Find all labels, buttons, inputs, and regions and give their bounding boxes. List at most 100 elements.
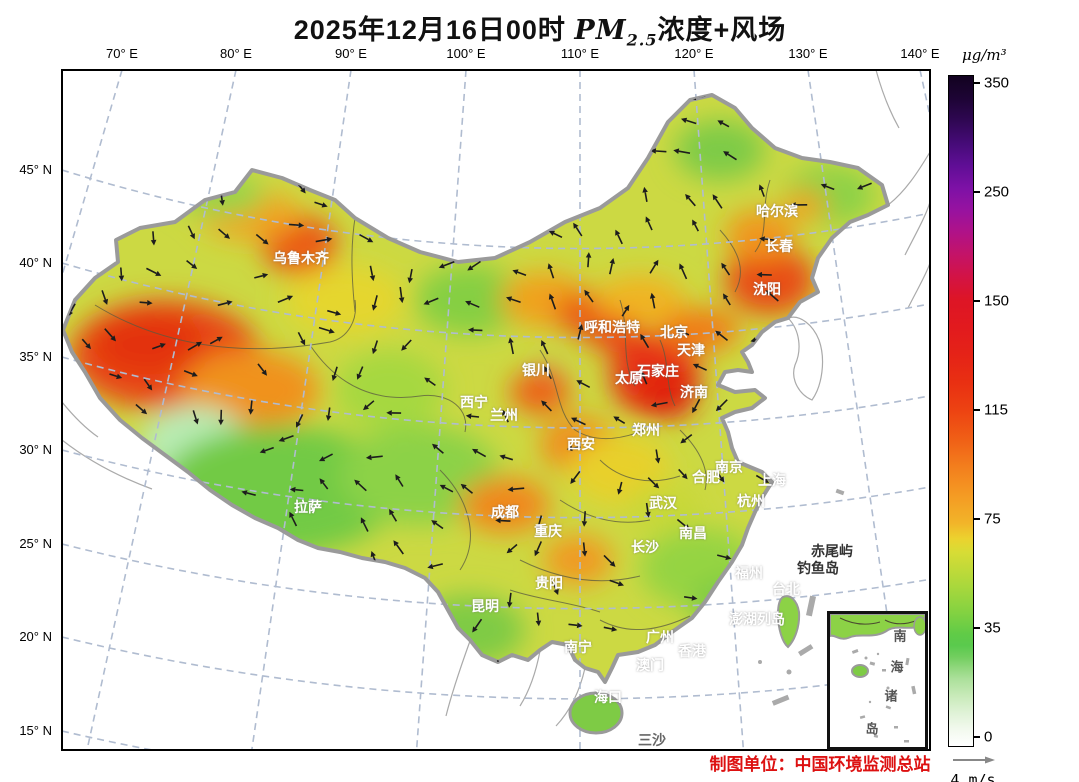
wind-arrow-icon <box>541 400 552 412</box>
colorbar-tick-mark <box>973 82 980 84</box>
wind-arrow-icon <box>571 417 586 426</box>
wind-arrow-icon <box>319 453 333 462</box>
latitude-tick-label: 20° N <box>19 629 52 644</box>
title-date: 2025年12月16日00时 <box>293 15 575 45</box>
sea-feature-label: 三沙 <box>638 732 666 748</box>
colorbar-tick-mark <box>973 300 980 302</box>
wind-arrow-icon <box>360 517 369 532</box>
wind-arrow-icon <box>278 434 294 442</box>
wind-arrow-icon <box>692 398 701 414</box>
wind-arrow-icon <box>609 258 615 275</box>
wind-arrow-icon <box>645 216 653 231</box>
sea-feature-label: 钓鱼岛 <box>797 560 839 576</box>
colorbar-tick-label: 250 <box>984 183 1010 201</box>
credit-text: 制图单位：中国环境监测总站 <box>709 755 931 774</box>
wind-arrow-icon <box>183 370 198 377</box>
wind-arrow-icon <box>371 340 379 355</box>
sea-feature-label: 赤尾屿 <box>811 543 853 559</box>
inset-label-char: 海 <box>890 659 904 675</box>
colorbar-tick-mark <box>973 518 980 520</box>
wind-arrow-icon <box>218 409 224 426</box>
colorbar-tick-mark <box>973 736 980 738</box>
wind-arrow-icon <box>152 343 166 350</box>
china-border <box>61 93 890 684</box>
city-label: 南宁 <box>564 639 592 655</box>
colorbar <box>948 75 974 747</box>
wind-arrow-icon <box>209 336 223 345</box>
wind-arrow-icon <box>254 273 269 279</box>
city-label: 香港 <box>678 643 706 659</box>
wind-arrow-icon <box>192 410 199 425</box>
city-label: 沈阳 <box>753 281 781 297</box>
wind-arrow-icon <box>467 260 481 271</box>
wind-arrow-icon <box>424 377 436 387</box>
wind-arrow-icon <box>217 300 233 307</box>
title-pm: PM <box>574 15 627 46</box>
inset-map-graphic <box>829 613 927 743</box>
wind-arrow-icon <box>101 290 108 305</box>
city-label: 台北 <box>772 581 800 597</box>
wind-arrow-icon <box>615 229 623 245</box>
wind-arrow-icon <box>104 328 116 342</box>
wind-arrow-icon <box>393 540 404 555</box>
wind-arrow-icon <box>289 511 298 527</box>
wind-arrow-icon <box>585 252 592 268</box>
wind-arrow-icon <box>369 265 376 282</box>
city-label: 西宁 <box>460 394 488 410</box>
wind-arrow-icon <box>257 363 267 376</box>
longitude-tick-label: 140° E <box>900 46 940 61</box>
wind-arrow-icon <box>354 479 367 492</box>
latitude-tick-label: 45° N <box>19 162 52 177</box>
longitude-tick-label: 120° E <box>674 46 714 61</box>
foreign-coastlines <box>62 70 930 727</box>
wind-arrow-icon <box>681 117 697 125</box>
wind-arrow-icon <box>495 517 511 524</box>
wind-arrow-icon <box>118 267 125 282</box>
wind-arrow-icon <box>502 409 509 423</box>
colorbar-tick-label: 75 <box>984 510 1001 528</box>
wind-arrow-icon <box>315 236 333 243</box>
wind-arrow-icon <box>716 554 732 561</box>
wind-arrow-icon <box>318 326 335 334</box>
wind-arrow-icon <box>541 340 549 355</box>
wind-arrow-icon <box>499 454 514 461</box>
wind-arrow-icon <box>547 263 555 279</box>
south-china-sea-inset: 南海诸岛 <box>827 611 928 750</box>
wind-arrow-icon <box>331 366 338 381</box>
city-label: 石家庄 <box>637 363 679 379</box>
city-label: 西安 <box>567 436 595 452</box>
city-label: 济南 <box>680 384 708 400</box>
page-title: 2025年12月16日00时 PM2.5浓度+风场 <box>100 8 980 49</box>
wind-arrow-icon <box>139 300 153 306</box>
wind-scale-arrow-icon <box>953 756 995 764</box>
city-label: 天津 <box>677 342 705 358</box>
city-label: 南昌 <box>679 525 707 541</box>
wind-arrow-icon <box>241 490 256 496</box>
city-label: 兰州 <box>490 407 518 423</box>
wind-arrow-icon <box>438 261 455 269</box>
colorbar-unit-label: μg/m³ <box>962 46 1007 64</box>
wind-arrow-icon <box>356 366 364 380</box>
wind-arrow-icon <box>548 293 557 310</box>
inset-label-char: 南 <box>893 628 907 644</box>
city-label: 哈尔滨 <box>756 203 798 219</box>
city-label: 澳门 <box>636 657 664 673</box>
wind-arrow-icon <box>297 331 306 346</box>
wind-arrow-icon <box>857 182 872 190</box>
wind-arrow-icon <box>649 259 659 274</box>
city-label: 杭州 <box>737 493 765 509</box>
wind-arrow-icon <box>535 612 542 627</box>
city-label: 成都 <box>491 504 519 520</box>
colorbar-tick-label: 350 <box>984 74 1010 92</box>
wind-arrow-icon <box>506 296 521 303</box>
wind-arrow-icon <box>647 477 660 489</box>
city-label: 重庆 <box>534 523 562 539</box>
colorbar-tick-label: 0 <box>984 728 993 746</box>
latitude-tick-label: 40° N <box>19 255 52 270</box>
wind-arrow-icon <box>820 183 835 191</box>
colorbar-tick-label: 115 <box>984 401 1008 419</box>
longitude-tick-label: 70° E <box>106 46 138 61</box>
city-label: 北京 <box>660 324 688 340</box>
